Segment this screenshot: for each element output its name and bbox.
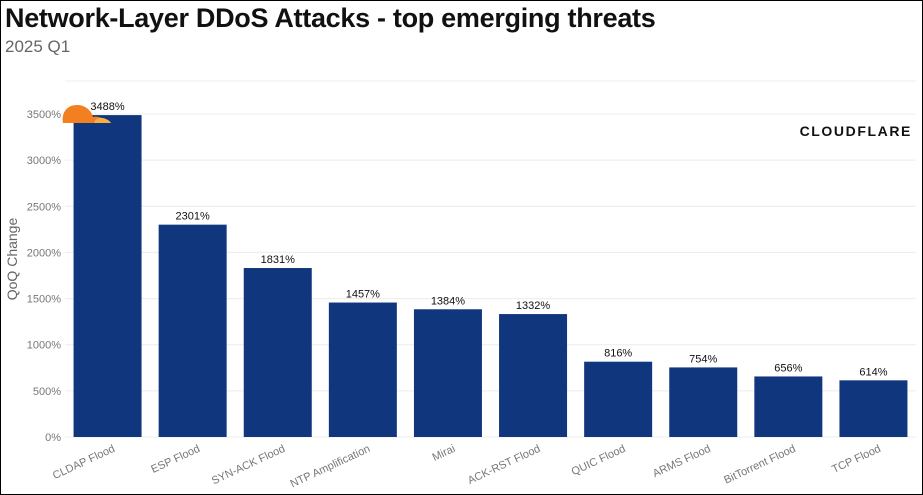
data-label: 1332% xyxy=(516,300,550,312)
y-axis-label: QoQ Change xyxy=(4,218,20,301)
chart-title: Network-Layer DDoS Attacks - top emergin… xyxy=(5,3,656,33)
x-tick-label: TCP Flood xyxy=(830,443,883,476)
data-label: 754% xyxy=(689,353,717,365)
data-label: 1384% xyxy=(431,295,465,307)
cloudflare-logo-icon xyxy=(62,105,111,123)
bar xyxy=(839,380,908,437)
y-tick-label: 1500% xyxy=(27,294,61,306)
bar xyxy=(73,115,142,438)
data-label: 614% xyxy=(859,366,887,378)
x-tick-label: ESP Flood xyxy=(149,443,202,476)
y-tick-label: 500% xyxy=(33,386,61,398)
y-tick-label: 0% xyxy=(45,432,61,444)
y-tick-label: 3000% xyxy=(27,155,61,167)
bar xyxy=(499,314,568,437)
data-label: 1457% xyxy=(346,289,380,301)
chart-subtitle: 2025 Q1 xyxy=(5,37,71,56)
bar xyxy=(413,309,482,437)
data-label: 1831% xyxy=(261,254,295,266)
cloudflare-logo-text: CLOUDFLARE xyxy=(799,123,912,139)
y-tick-label: 2000% xyxy=(27,247,61,259)
bar xyxy=(754,376,823,437)
bar xyxy=(243,268,312,437)
x-tick-label: QUIC Flood xyxy=(570,443,628,478)
x-tick-label: BitTorrent Flood xyxy=(722,443,797,487)
x-tick-label: Mirai xyxy=(431,443,458,464)
x-tick-label: ACK-RST Flood xyxy=(466,443,542,487)
data-label: 816% xyxy=(604,348,632,360)
y-tick-label: 1000% xyxy=(27,340,61,352)
data-label: 2301% xyxy=(176,211,210,223)
bar xyxy=(158,224,227,437)
x-tick-label: CLDAP Flood xyxy=(51,443,117,482)
bar xyxy=(328,302,397,437)
x-tick-label: ARMS Flood xyxy=(651,443,713,480)
x-tick-label: NTP Amplification xyxy=(289,443,373,490)
y-tick-label: 3500% xyxy=(27,109,61,121)
data-label: 656% xyxy=(774,362,802,374)
data-label: 3488% xyxy=(90,101,124,113)
y-tick-label: 2500% xyxy=(27,201,61,213)
bar xyxy=(584,361,653,437)
bar xyxy=(669,367,738,437)
x-tick-label: SYN-ACK Flood xyxy=(210,443,287,487)
